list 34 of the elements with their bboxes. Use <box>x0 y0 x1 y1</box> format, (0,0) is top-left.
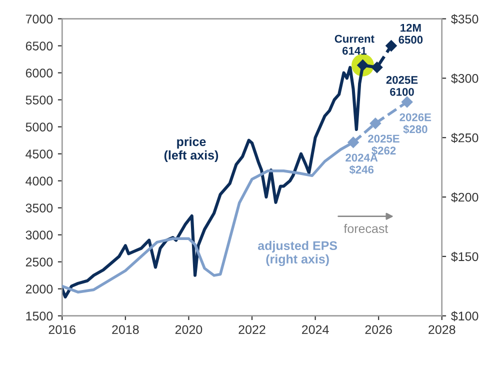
y-tick-label: 3000 <box>26 230 53 240</box>
y-tick-label: 2500 <box>26 258 53 266</box>
x-tick-label: 2018 <box>112 325 139 334</box>
y2-tick-label: $300 <box>451 73 478 84</box>
y-tick-label: 6500 <box>26 42 53 50</box>
data-label: 12M 6500 <box>398 24 423 44</box>
x-tick-label: 2026 <box>365 325 392 334</box>
y-tick-label: 6000 <box>26 68 53 78</box>
series-label: price (left axis) <box>164 136 218 162</box>
x-tick-label: 2024 <box>302 325 329 334</box>
y-tick-label: 1500 <box>26 312 53 320</box>
data-label: 2025E $262 <box>368 134 400 156</box>
y-tick-label: 2000 <box>26 284 53 294</box>
y-tick-label: 5500 <box>26 96 53 104</box>
y2-tick-label: $350 <box>451 14 478 24</box>
data-label: Current 6141 <box>334 34 374 55</box>
y2-tick-label: $200 <box>451 192 478 202</box>
y2-tick-label: $250 <box>451 132 478 144</box>
x-tick-label: 2020 <box>175 325 202 334</box>
x-tick-label: 2022 <box>238 325 266 334</box>
x-tick-label: 2016 <box>48 325 76 334</box>
x-tick-label: 2028 <box>428 325 456 334</box>
y-tick-label: 5000 <box>26 122 53 132</box>
y-tick-label: 4000 <box>26 176 53 186</box>
annotation: forecast <box>344 224 388 234</box>
data-label: 2025E 6100 <box>386 76 418 96</box>
text: adjusted EPS (right axis) <box>258 240 338 266</box>
y-tick-label: 4500 <box>26 150 53 158</box>
data-label: 2024A $246 <box>346 154 378 174</box>
data-label: 2026E $280 <box>400 113 432 134</box>
y2-tick-label: $100 <box>451 311 478 322</box>
y-tick-label: 3500 <box>26 204 53 212</box>
y2-tick-label: $150 <box>451 252 478 262</box>
y-tick-label: 7000 <box>26 14 53 24</box>
